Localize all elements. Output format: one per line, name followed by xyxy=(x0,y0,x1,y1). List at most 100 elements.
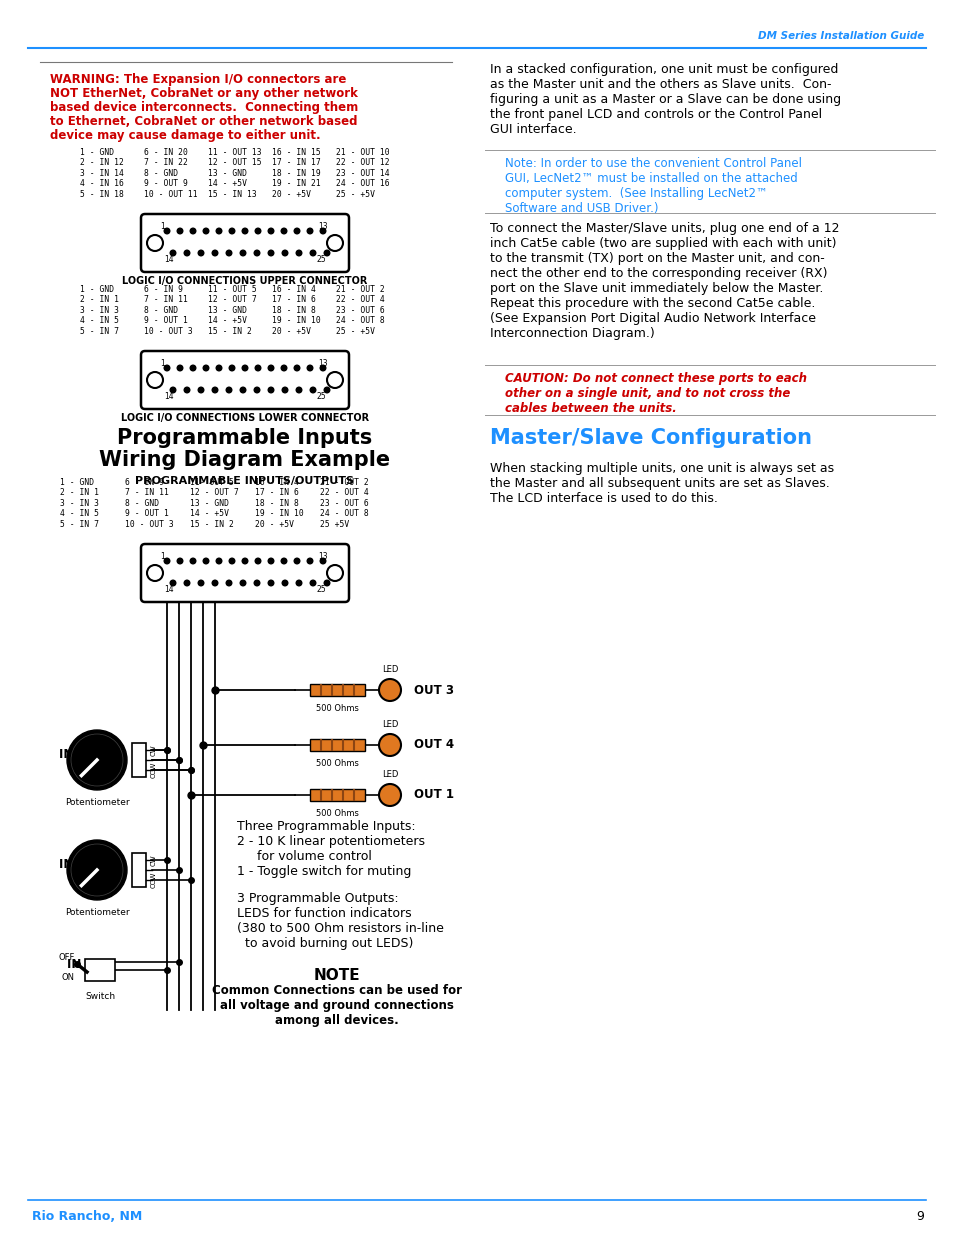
Bar xyxy=(310,684,365,697)
Text: Switch: Switch xyxy=(85,992,115,1002)
Circle shape xyxy=(327,235,343,251)
Text: 1: 1 xyxy=(160,552,165,561)
Circle shape xyxy=(324,388,330,393)
Circle shape xyxy=(71,844,123,897)
Text: IN 2: IN 2 xyxy=(59,858,86,872)
Circle shape xyxy=(216,228,221,233)
Circle shape xyxy=(67,730,127,790)
Bar xyxy=(132,743,146,777)
Circle shape xyxy=(310,580,315,585)
Text: LED: LED xyxy=(381,664,397,674)
Circle shape xyxy=(378,784,400,806)
Circle shape xyxy=(170,388,175,393)
Text: Common Connections can be used for
all voltage and ground connections
among all : Common Connections can be used for all v… xyxy=(212,984,461,1028)
Circle shape xyxy=(198,580,204,585)
Circle shape xyxy=(324,251,330,256)
Text: CW: CW xyxy=(151,745,157,756)
Circle shape xyxy=(255,558,260,564)
Text: PROGRAMMABLE INPUTS/OUTPUTS: PROGRAMMABLE INPUTS/OUTPUTS xyxy=(135,475,355,487)
Text: DM Series Installation Guide: DM Series Installation Guide xyxy=(757,31,923,41)
Circle shape xyxy=(203,228,209,233)
Circle shape xyxy=(268,558,274,564)
Circle shape xyxy=(320,558,326,564)
Text: 14: 14 xyxy=(164,254,173,264)
Circle shape xyxy=(324,580,330,585)
Text: 16 - IN 4
17 - IN 6
18 - IN 8
19 - IN 10
20 - +5V: 16 - IN 4 17 - IN 6 18 - IN 8 19 - IN 10… xyxy=(272,285,320,336)
Text: OFF: OFF xyxy=(58,953,75,962)
Circle shape xyxy=(226,251,232,256)
Text: 25: 25 xyxy=(315,391,326,401)
Text: 21 - OUT 2
22 - OUT 4
23 - OUT 6
24 - OUT 8
25 - +5V: 21 - OUT 2 22 - OUT 4 23 - OUT 6 24 - OU… xyxy=(335,285,384,336)
Circle shape xyxy=(226,580,232,585)
Text: 6 - IN 20
7 - IN 22
8 - GND
9 - OUT 9
10 - OUT 11: 6 - IN 20 7 - IN 22 8 - GND 9 - OUT 9 10… xyxy=(144,148,197,199)
Text: 1 - GND
2 - IN 1
3 - IN 3
4 - IN 5
5 - IN 7: 1 - GND 2 - IN 1 3 - IN 3 4 - IN 5 5 - I… xyxy=(60,478,99,529)
Text: CCW: CCW xyxy=(151,762,157,778)
Circle shape xyxy=(281,558,287,564)
Circle shape xyxy=(164,228,170,233)
Bar xyxy=(132,853,146,887)
Circle shape xyxy=(229,228,234,233)
FancyBboxPatch shape xyxy=(141,351,349,409)
Circle shape xyxy=(307,558,313,564)
Text: 11- OUT 5
12 - OUT 7
13 - GND
14 - +5V
15 - IN 2: 11- OUT 5 12 - OUT 7 13 - GND 14 - +5V 1… xyxy=(190,478,238,529)
Text: NOT EtherNet, CobraNet or any other network: NOT EtherNet, CobraNet or any other netw… xyxy=(50,86,357,100)
Circle shape xyxy=(216,366,221,370)
Circle shape xyxy=(255,366,260,370)
Circle shape xyxy=(378,734,400,756)
Circle shape xyxy=(268,366,274,370)
Circle shape xyxy=(240,388,246,393)
Text: 3 Programmable Outputs:
LEDS for function indicators
(380 to 500 Ohm resistors i: 3 Programmable Outputs: LEDS for functio… xyxy=(236,892,443,950)
Text: OUT 3: OUT 3 xyxy=(414,683,454,697)
Circle shape xyxy=(229,558,234,564)
Text: In a stacked configuration, one unit must be configured
as the Master unit and t: In a stacked configuration, one unit mus… xyxy=(490,63,841,136)
Text: 1: 1 xyxy=(160,359,165,368)
Text: LED: LED xyxy=(381,720,397,729)
Circle shape xyxy=(212,388,217,393)
Circle shape xyxy=(294,228,299,233)
Circle shape xyxy=(203,366,209,370)
Circle shape xyxy=(177,366,183,370)
Text: 500 Ohms: 500 Ohms xyxy=(315,704,358,713)
Text: Potentiometer: Potentiometer xyxy=(65,908,130,918)
Circle shape xyxy=(281,366,287,370)
Circle shape xyxy=(71,734,123,785)
Text: LOGIC I/O CONNECTIONS LOWER CONNECTOR: LOGIC I/O CONNECTIONS LOWER CONNECTOR xyxy=(121,412,369,424)
Text: 13: 13 xyxy=(318,552,328,561)
Circle shape xyxy=(164,558,170,564)
Circle shape xyxy=(310,388,315,393)
Text: 11 - OUT 13
12 - OUT 15
13 - GND
14 - +5V
15 - IN 13: 11 - OUT 13 12 - OUT 15 13 - GND 14 - +5… xyxy=(208,148,261,199)
Circle shape xyxy=(226,388,232,393)
Text: CAUTION: Do not connect these ports to each
other on a single unit, and to not c: CAUTION: Do not connect these ports to e… xyxy=(504,372,806,415)
Circle shape xyxy=(212,251,217,256)
FancyBboxPatch shape xyxy=(141,214,349,272)
Text: CCW: CCW xyxy=(151,872,157,888)
Circle shape xyxy=(294,558,299,564)
Circle shape xyxy=(282,251,288,256)
Text: IN 1: IN 1 xyxy=(59,748,86,762)
Circle shape xyxy=(242,366,248,370)
Text: 500 Ohms: 500 Ohms xyxy=(315,760,358,768)
Text: 6 - IN 9
7 - IN 11
8 - GND
9 - OUT 1
10 - OUT 3: 6 - IN 9 7 - IN 11 8 - GND 9 - OUT 1 10 … xyxy=(144,285,193,336)
Circle shape xyxy=(242,558,248,564)
Circle shape xyxy=(240,251,246,256)
Text: 14: 14 xyxy=(164,585,173,594)
Circle shape xyxy=(253,580,259,585)
Circle shape xyxy=(147,564,163,580)
Circle shape xyxy=(310,251,315,256)
Text: IN 3: IN 3 xyxy=(67,958,93,972)
Circle shape xyxy=(307,228,313,233)
Circle shape xyxy=(170,580,175,585)
Circle shape xyxy=(253,251,259,256)
FancyBboxPatch shape xyxy=(141,543,349,601)
Circle shape xyxy=(295,580,301,585)
Circle shape xyxy=(216,558,221,564)
Text: 1: 1 xyxy=(160,222,165,231)
Circle shape xyxy=(320,366,326,370)
Circle shape xyxy=(327,564,343,580)
Text: 9: 9 xyxy=(915,1210,923,1224)
Text: 13: 13 xyxy=(318,359,328,368)
Text: LOGIC I/O CONNECTIONS UPPER CONNECTOR: LOGIC I/O CONNECTIONS UPPER CONNECTOR xyxy=(122,275,367,287)
Circle shape xyxy=(320,228,326,233)
Text: Master/Slave Configuration: Master/Slave Configuration xyxy=(490,429,811,448)
Text: 13: 13 xyxy=(318,222,328,231)
